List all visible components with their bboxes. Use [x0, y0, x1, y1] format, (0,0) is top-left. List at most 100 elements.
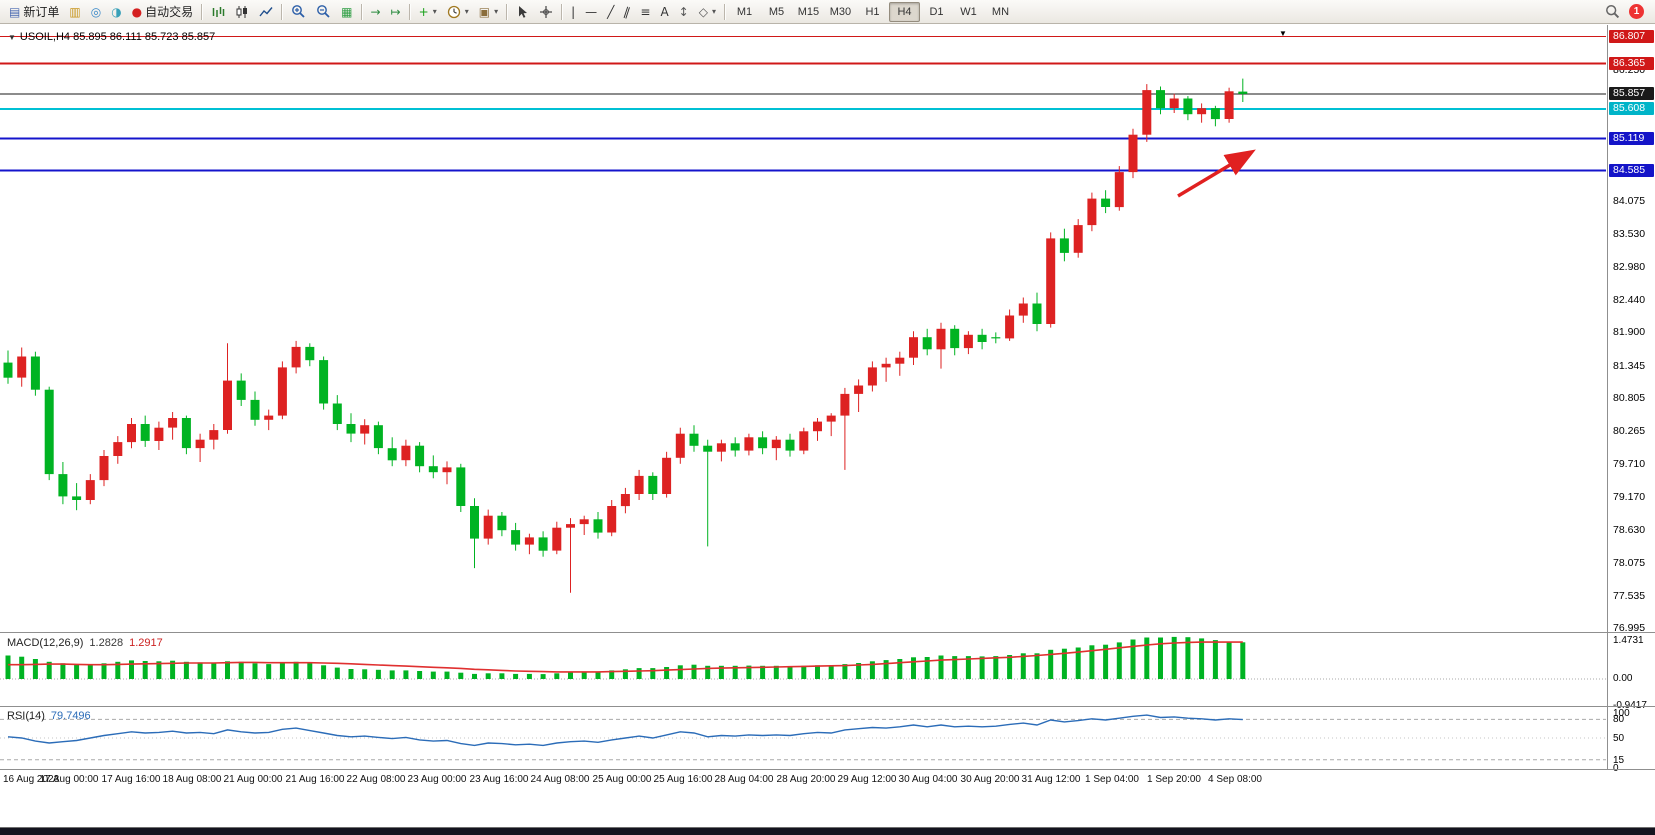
cursor-button[interactable]: [511, 1, 534, 23]
time-axis-label: 25 Aug 16:00: [653, 774, 713, 785]
rsi-line: [7, 714, 1243, 747]
timeframe-m5-button[interactable]: M5: [768, 5, 785, 18]
trendline-icon: ╱: [607, 4, 615, 19]
time-axis-label: 28 Aug 20:00: [776, 774, 836, 785]
timeframe-w1-button[interactable]: W1: [960, 5, 977, 18]
chart-shift-icon: ↦: [390, 4, 401, 19]
timeframe-m1-button[interactable]: M1: [736, 5, 753, 18]
trendline-button[interactable]: ╱: [602, 1, 619, 23]
time-axis-label: 21 Aug 16:00: [285, 774, 345, 785]
macd-axis-label: -0.9417: [1613, 700, 1647, 712]
tile-windows-icon: ▦: [341, 4, 353, 19]
new-order-icon: ▤: [9, 4, 21, 19]
toolbar-separator: [408, 3, 411, 20]
time-axis-label: 17 Aug 16:00: [101, 774, 161, 785]
bar-chart-icon: [211, 5, 225, 19]
price-tag: 85.857: [1609, 87, 1654, 100]
fibonacci-icon: ≡: [640, 4, 651, 19]
chart-title-overlay: ▼ USOIL,H4 85.895 86.111 85.723 85.857: [8, 31, 215, 43]
tile-windows-button[interactable]: ▦: [336, 1, 357, 23]
auto-trading-button[interactable]: ● 自动交易: [127, 1, 199, 23]
zoom-out-button[interactable]: [311, 1, 336, 23]
text-button[interactable]: A: [655, 1, 673, 23]
zoom-in-button[interactable]: [286, 1, 311, 23]
rsi-value: 79.7496: [50, 710, 91, 722]
price-axis-label: 82.980: [1613, 261, 1646, 273]
macd-main-value: 1.2828: [89, 637, 124, 649]
navigator-button[interactable]: ◑: [106, 1, 126, 23]
line-chart-button[interactable]: [254, 1, 278, 23]
main-chart-canvas[interactable]: [0, 25, 1606, 632]
rsi-name: RSI(14): [7, 710, 45, 722]
price-axis-label: 81.345: [1613, 360, 1646, 372]
timeframe-h4-button[interactable]: H4: [888, 1, 920, 22]
chart-title-text: USOIL,H4 85.895 86.111 85.723 85.857: [19, 31, 216, 43]
panel-divider-time: [0, 769, 1655, 770]
rsi-label: RSI(14) 79.7496: [7, 710, 91, 722]
new-order-button[interactable]: ▤ 新订单: [4, 1, 64, 23]
timeframe-d1-button[interactable]: D1: [929, 5, 944, 18]
price-axis-label: 79.710: [1613, 458, 1646, 470]
magnifier-minus-icon: [316, 4, 331, 19]
candlestick-chart-button[interactable]: [230, 1, 254, 23]
price-tag: 85.608: [1609, 102, 1654, 115]
window-bottom-strip: [0, 827, 1655, 835]
market-watch-button[interactable]: ◎: [86, 1, 106, 23]
notification-badge[interactable]: 1: [1629, 4, 1644, 19]
timeframe-h1-button[interactable]: H1: [865, 5, 880, 18]
arrows-button[interactable]: ↕: [674, 1, 694, 23]
period-button[interactable]: ▾: [442, 1, 474, 23]
time-axis-label: 21 Aug 00:00: [223, 774, 283, 785]
market-watch-icon: ◎: [90, 4, 102, 19]
rsi-axis-label: 0: [1613, 763, 1619, 775]
macd-signal-value: 1.2917: [129, 637, 163, 649]
add-indicator-button[interactable]: + ▾: [414, 1, 442, 23]
chart-context-icon: ▼: [8, 32, 16, 42]
timeframe-m15-button[interactable]: M15: [797, 5, 820, 18]
shapes-button[interactable]: ◇ ▾: [694, 1, 721, 23]
toolbar: ▤ 新订单 ▥ ◎ ◑ ● 自动交易 ▦ → ↦ + ▾ ▾ ▣ ▾ | — ╱ ∥ ≡ A ↕ ◇ ▾ M1 M5 M15 M30 H…: [0, 0, 1655, 24]
caret-down-icon: ▾: [711, 7, 716, 16]
plus-icon: +: [418, 4, 429, 19]
time-axis-label: 23 Aug 00:00: [407, 774, 467, 785]
fibonacci-button[interactable]: ≡: [635, 1, 655, 23]
time-axis-label: 18 Aug 08:00: [162, 774, 222, 785]
timeframe-m30-button[interactable]: M30: [829, 5, 852, 18]
charts-list-button[interactable]: ▥: [64, 1, 85, 23]
horizontal-line-button[interactable]: —: [580, 1, 602, 23]
rsi-panel-canvas[interactable]: [0, 707, 1606, 769]
template-icon: ▣: [478, 4, 491, 19]
panel-divider-macd[interactable]: [0, 632, 1655, 633]
time-axis-label: 30 Aug 20:00: [960, 774, 1020, 785]
macd-panel-canvas[interactable]: [0, 633, 1606, 706]
price-axis-label: 84.075: [1613, 195, 1646, 207]
time-axis-label: 23 Aug 16:00: [469, 774, 529, 785]
navigator-icon: ◑: [111, 4, 122, 19]
arrows-icon: ↕: [678, 4, 689, 19]
toolbar-separator: [201, 3, 204, 20]
price-tag: 86.807: [1609, 30, 1654, 43]
time-axis-label: 31 Aug 12:00: [1021, 774, 1081, 785]
price-axis: 86.250 84.075 83.530 82.980 82.440 81.900 81.3…: [1607, 25, 1655, 774]
panel-divider-rsi[interactable]: [0, 706, 1655, 707]
chart-shift-button[interactable]: ↦: [386, 1, 406, 23]
auto-scroll-button[interactable]: →: [366, 1, 386, 23]
candlestick-icon: [235, 5, 249, 19]
time-axis: 16 Aug 2023 17 Aug 00:00 17 Aug 16:00 18 Au…: [0, 771, 1606, 791]
template-button[interactable]: ▣ ▾: [474, 1, 503, 23]
auto-trading-button-label: 自动交易: [145, 5, 194, 19]
trend-arrow-annotation: [1177, 149, 1256, 198]
search-icon[interactable]: [1605, 4, 1620, 19]
bar-chart-button[interactable]: [206, 1, 230, 23]
time-axis-label: 30 Aug 04:00: [898, 774, 958, 785]
timeframe-mn-button[interactable]: MN: [991, 5, 1010, 18]
toolbar-separator: [723, 3, 726, 20]
channel-button[interactable]: ∥: [619, 1, 635, 23]
hlines-group: [0, 36, 1606, 172]
vertical-line-button[interactable]: |: [566, 1, 580, 23]
price-axis-label: 78.075: [1613, 557, 1646, 569]
crosshair-button[interactable]: [534, 1, 558, 23]
auto-trading-icon: ●: [131, 4, 143, 19]
text-icon: A: [660, 4, 669, 19]
vertical-line-icon: |: [571, 4, 576, 19]
